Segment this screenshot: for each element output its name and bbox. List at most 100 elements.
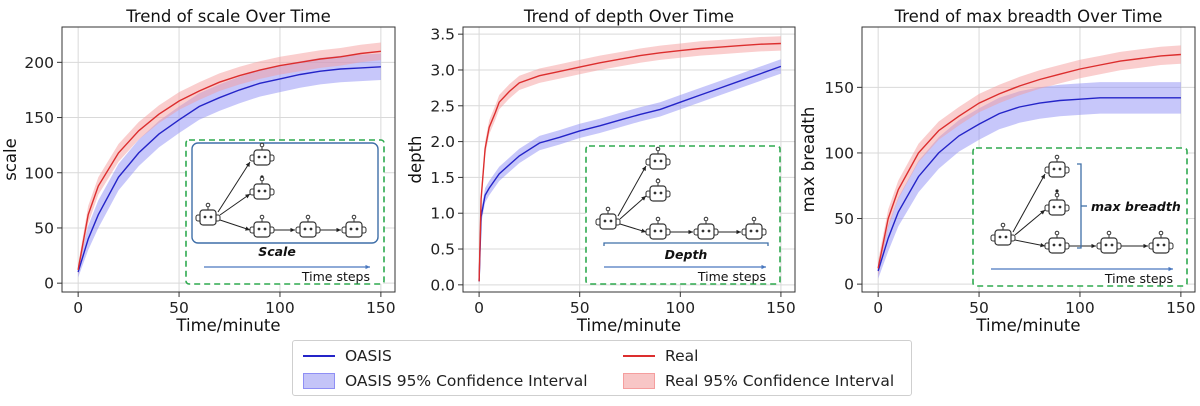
agent-robot-icon	[645, 178, 671, 202]
arrow	[617, 165, 647, 217]
x-tick-label: 0	[873, 299, 883, 317]
x-tick-label: 150	[366, 299, 396, 317]
legend-item-oasis-ci: OASIS 95% Confidence Interval	[303, 370, 588, 392]
agent-robot-icon	[249, 176, 275, 200]
robot-antenna-tip	[655, 178, 661, 184]
arrow-head	[641, 166, 646, 171]
robot-antenna-tip	[351, 214, 357, 220]
robot-head	[253, 149, 271, 166]
agent-robot-icon	[595, 206, 621, 230]
arrow	[1121, 243, 1148, 249]
agent-robot-icon	[1044, 154, 1070, 178]
robot-eye-right	[1004, 235, 1008, 239]
x-tick-label: 100	[666, 299, 696, 317]
arrow	[219, 219, 251, 231]
robot-eye-left	[203, 215, 207, 219]
arrow-shaft	[219, 193, 251, 216]
robot-eye-left	[1052, 243, 1056, 247]
x-tick-label: 100	[1065, 299, 1095, 317]
arrow-shaft	[619, 195, 647, 220]
y-axis-label: max breadth	[799, 107, 818, 213]
legend-item-oasis: OASIS	[303, 345, 392, 367]
arrow-head	[1040, 242, 1045, 248]
x-tick-label: 50	[169, 299, 189, 317]
arrow-head	[641, 196, 646, 201]
arrow-shaft	[617, 165, 647, 217]
robot-eye-left	[1156, 243, 1160, 247]
time-steps-label: Time steps	[301, 269, 370, 284]
legend-item-real-ci: Real 95% Confidence Interval	[623, 370, 894, 392]
robot-eye-right	[1058, 205, 1062, 209]
arrow	[219, 193, 251, 216]
inset-label: max breadth	[1091, 199, 1181, 214]
robot-eye-left	[653, 229, 657, 233]
y-tick-label: 0	[844, 276, 854, 294]
arrow-head	[245, 162, 250, 167]
inset-border	[585, 145, 781, 285]
ci-band-oasis	[878, 82, 1181, 279]
agent-robot-icon	[1148, 230, 1174, 254]
arrow	[991, 266, 1173, 272]
depth-bracket	[603, 242, 769, 246]
inset-label: Depth	[665, 247, 708, 262]
y-axis-label: scale	[1, 138, 20, 181]
robot-eye-left	[1052, 205, 1056, 209]
y-tick-label: 2.0	[430, 133, 455, 151]
x-tick-label: 0	[474, 299, 484, 317]
arrow	[217, 161, 251, 213]
x-axis-label: Time/minute	[175, 316, 280, 335]
arrow	[1069, 243, 1096, 249]
y-tick-label: 50	[34, 219, 54, 237]
plot-frame	[462, 26, 796, 293]
robot-eye-left	[349, 227, 353, 231]
robot-eye-right	[1110, 243, 1114, 247]
arrow-head	[290, 227, 295, 233]
robot-antenna-tip	[1054, 230, 1060, 236]
arrow-head	[1040, 210, 1045, 215]
robot-eye-right	[1162, 243, 1166, 247]
robot-head	[994, 229, 1012, 246]
arrow	[1014, 209, 1046, 236]
robot-antenna-tip	[1158, 230, 1164, 236]
series-line-oasis	[77, 66, 381, 273]
arrow	[718, 229, 741, 235]
robot-eye-right	[755, 229, 759, 233]
scale-frame	[191, 142, 379, 244]
robot-eye-right	[263, 155, 267, 159]
agent-robot-icon	[1044, 192, 1070, 216]
legend-label-real-ci: Real 95% Confidence Interval	[665, 372, 895, 390]
arrow-head	[245, 226, 250, 231]
plot-frame	[861, 26, 1196, 293]
y-tick-label: 150	[824, 79, 854, 97]
robot-eye-left	[257, 189, 261, 193]
robot-antenna-tip	[1054, 192, 1060, 198]
legend-swatch-oasis-ci	[303, 373, 335, 389]
arrow	[604, 264, 766, 270]
arrow-shaft	[219, 219, 251, 231]
robot-antenna-tip	[259, 176, 265, 182]
arrow	[274, 227, 295, 233]
robot-head	[253, 221, 271, 238]
arrow	[204, 264, 370, 270]
robot-eye-right	[1058, 243, 1062, 247]
legend-item-real: Real	[623, 345, 698, 367]
inset-diagram: Depth Time steps	[585, 145, 781, 285]
y-tick-label: 100	[824, 144, 854, 162]
legend-swatch-real-ci	[623, 373, 655, 389]
series-line-oasis	[877, 97, 1181, 272]
robot-eye-left	[303, 227, 307, 231]
agent-robot-icon	[990, 222, 1016, 246]
robot-head	[697, 223, 715, 240]
robot-antenna-tip	[305, 214, 311, 220]
y-tick-label: 2.5	[430, 97, 455, 115]
robot-eye-right	[609, 219, 613, 223]
robot-eye-left	[749, 229, 753, 233]
y-tick-label: 150	[24, 109, 54, 127]
robot-head	[299, 221, 317, 238]
arrow-shaft	[217, 161, 251, 213]
ellipsis-dot	[1055, 189, 1059, 193]
robot-head	[1152, 237, 1170, 254]
plot-frame	[61, 26, 396, 293]
robot-head	[649, 153, 667, 170]
robot-antenna-tip	[1106, 230, 1112, 236]
